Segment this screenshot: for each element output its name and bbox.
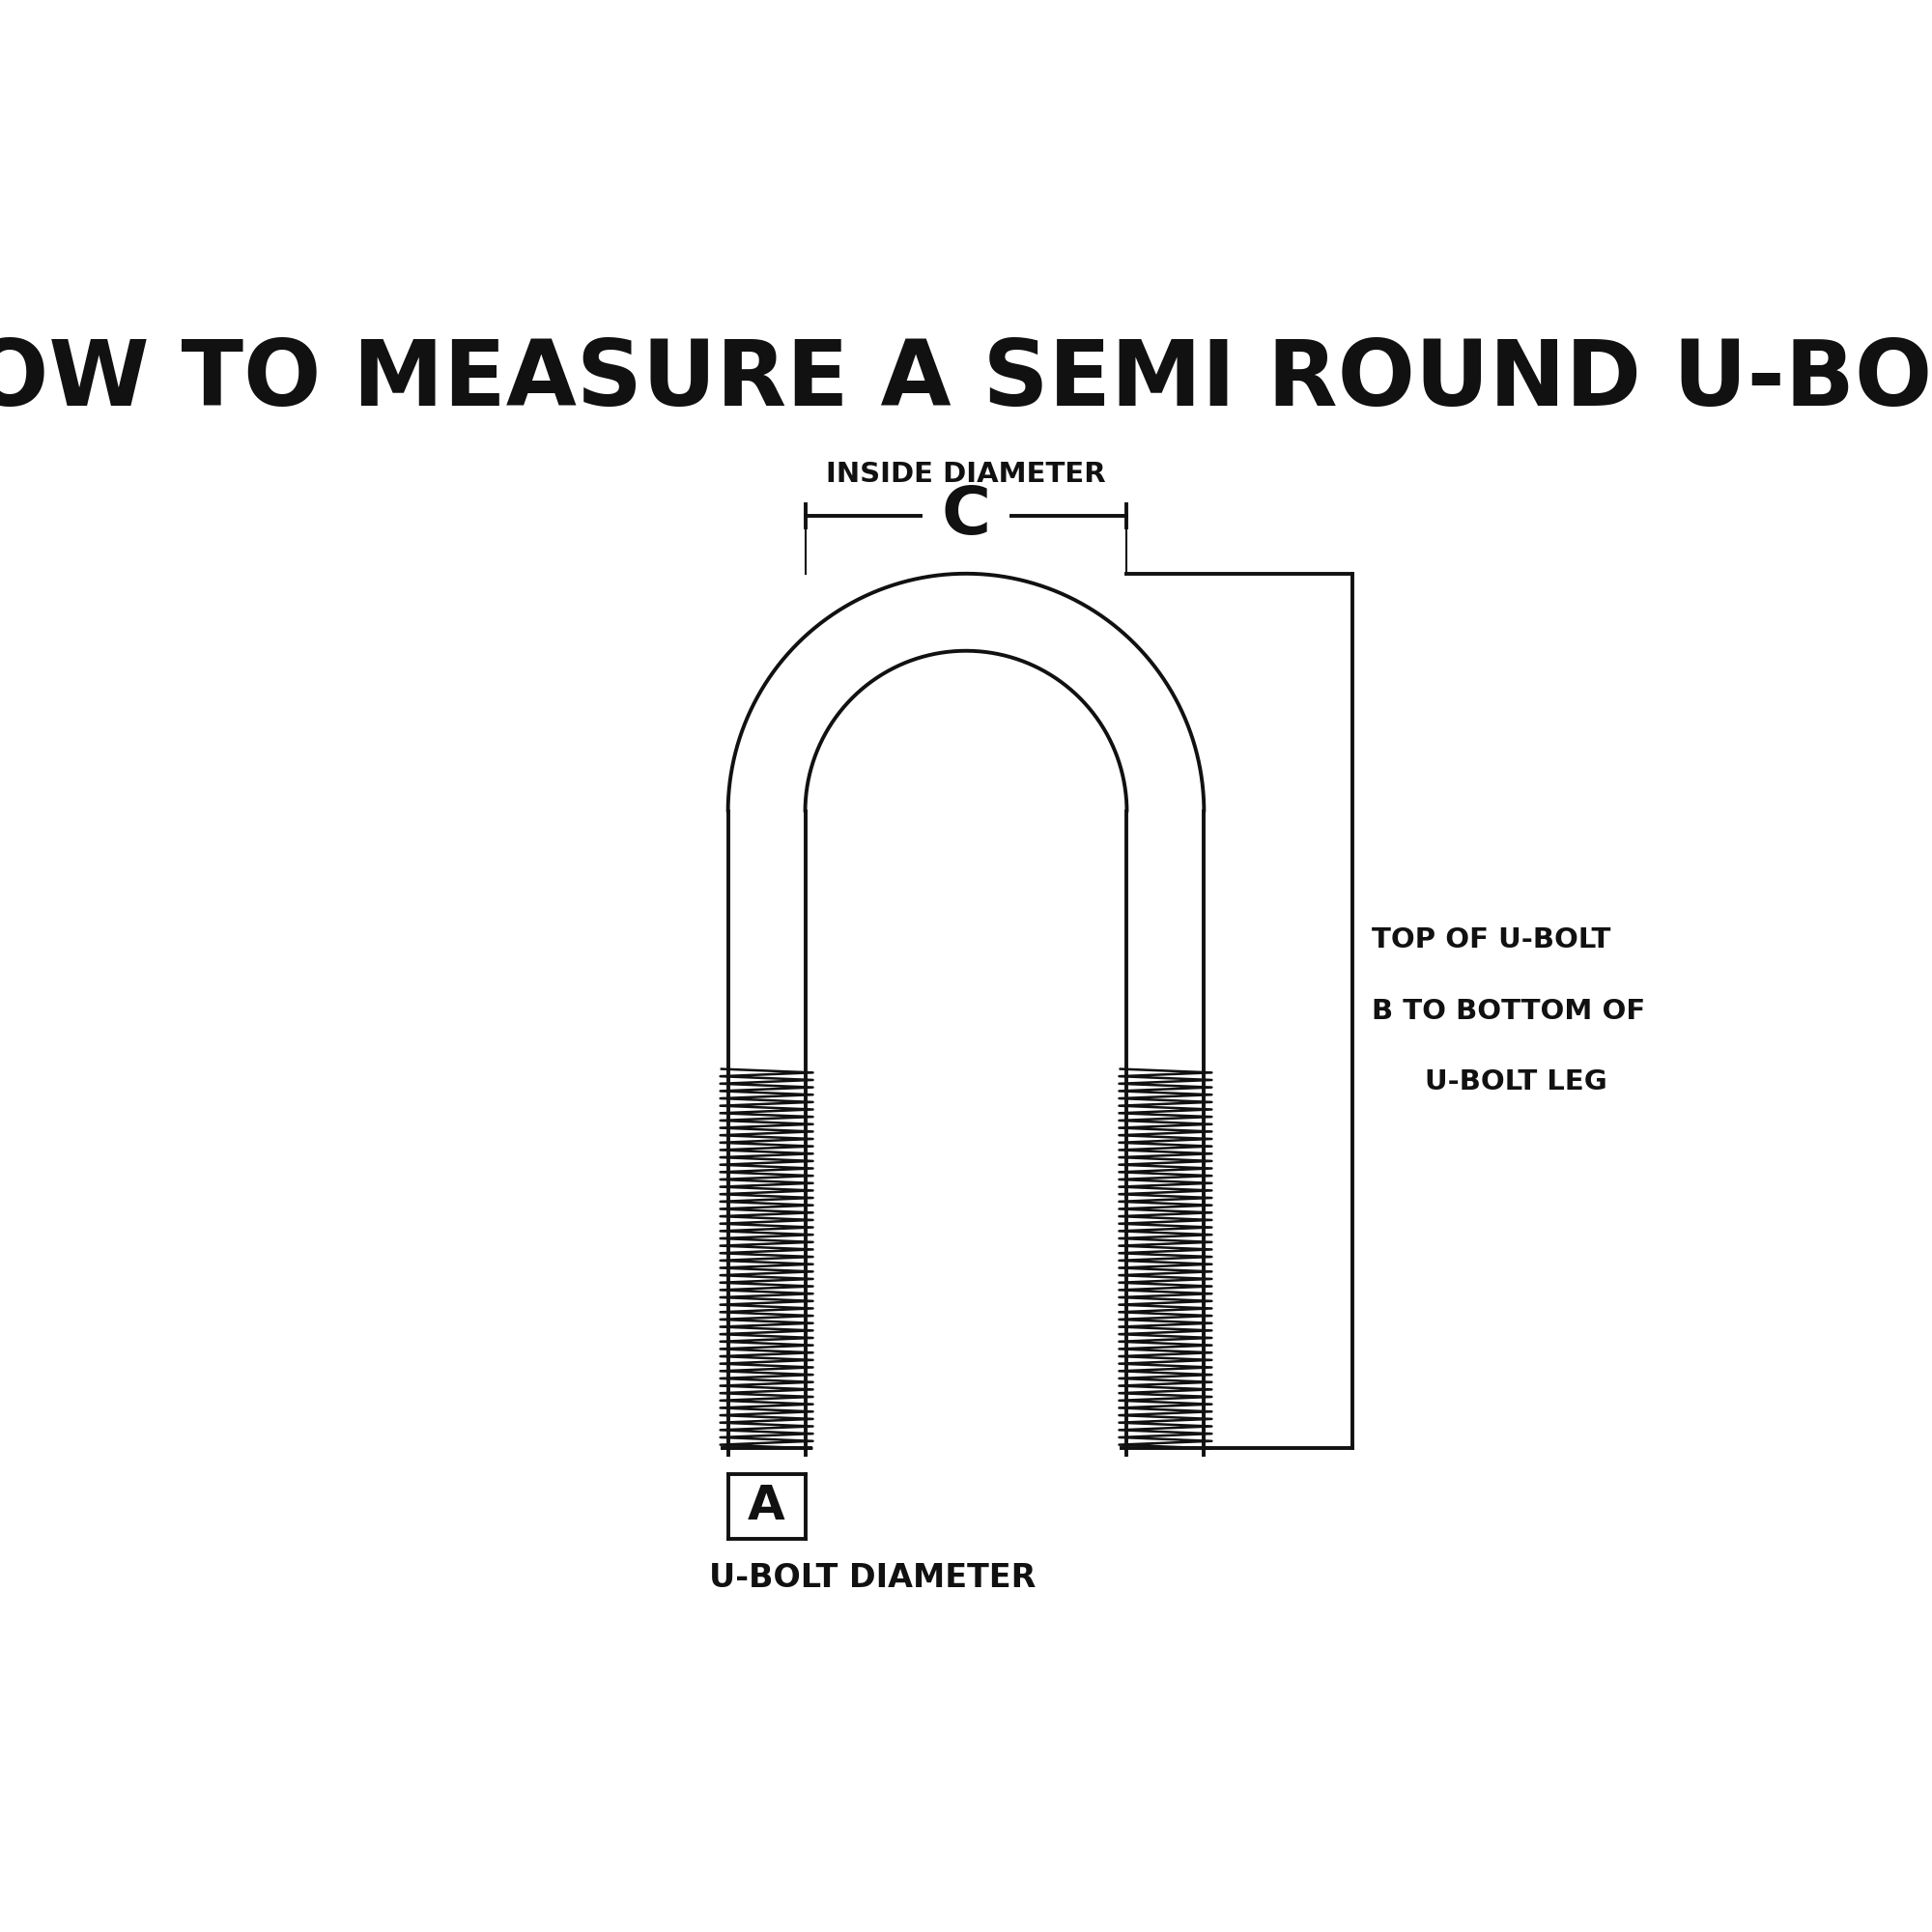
Text: INSIDE DIAMETER: INSIDE DIAMETER	[827, 460, 1105, 487]
Text: HOW TO MEASURE A SEMI ROUND U-BOLT: HOW TO MEASURE A SEMI ROUND U-BOLT	[0, 336, 1932, 425]
Text: B TO BOTTOM OF: B TO BOTTOM OF	[1372, 997, 1644, 1024]
Text: U-BOLT DIAMETER: U-BOLT DIAMETER	[709, 1561, 1036, 1594]
Text: U-BOLT LEG: U-BOLT LEG	[1426, 1068, 1607, 1095]
Text: TOP OF U-BOLT: TOP OF U-BOLT	[1372, 927, 1609, 954]
Text: A: A	[748, 1484, 784, 1530]
Text: C: C	[941, 483, 991, 549]
